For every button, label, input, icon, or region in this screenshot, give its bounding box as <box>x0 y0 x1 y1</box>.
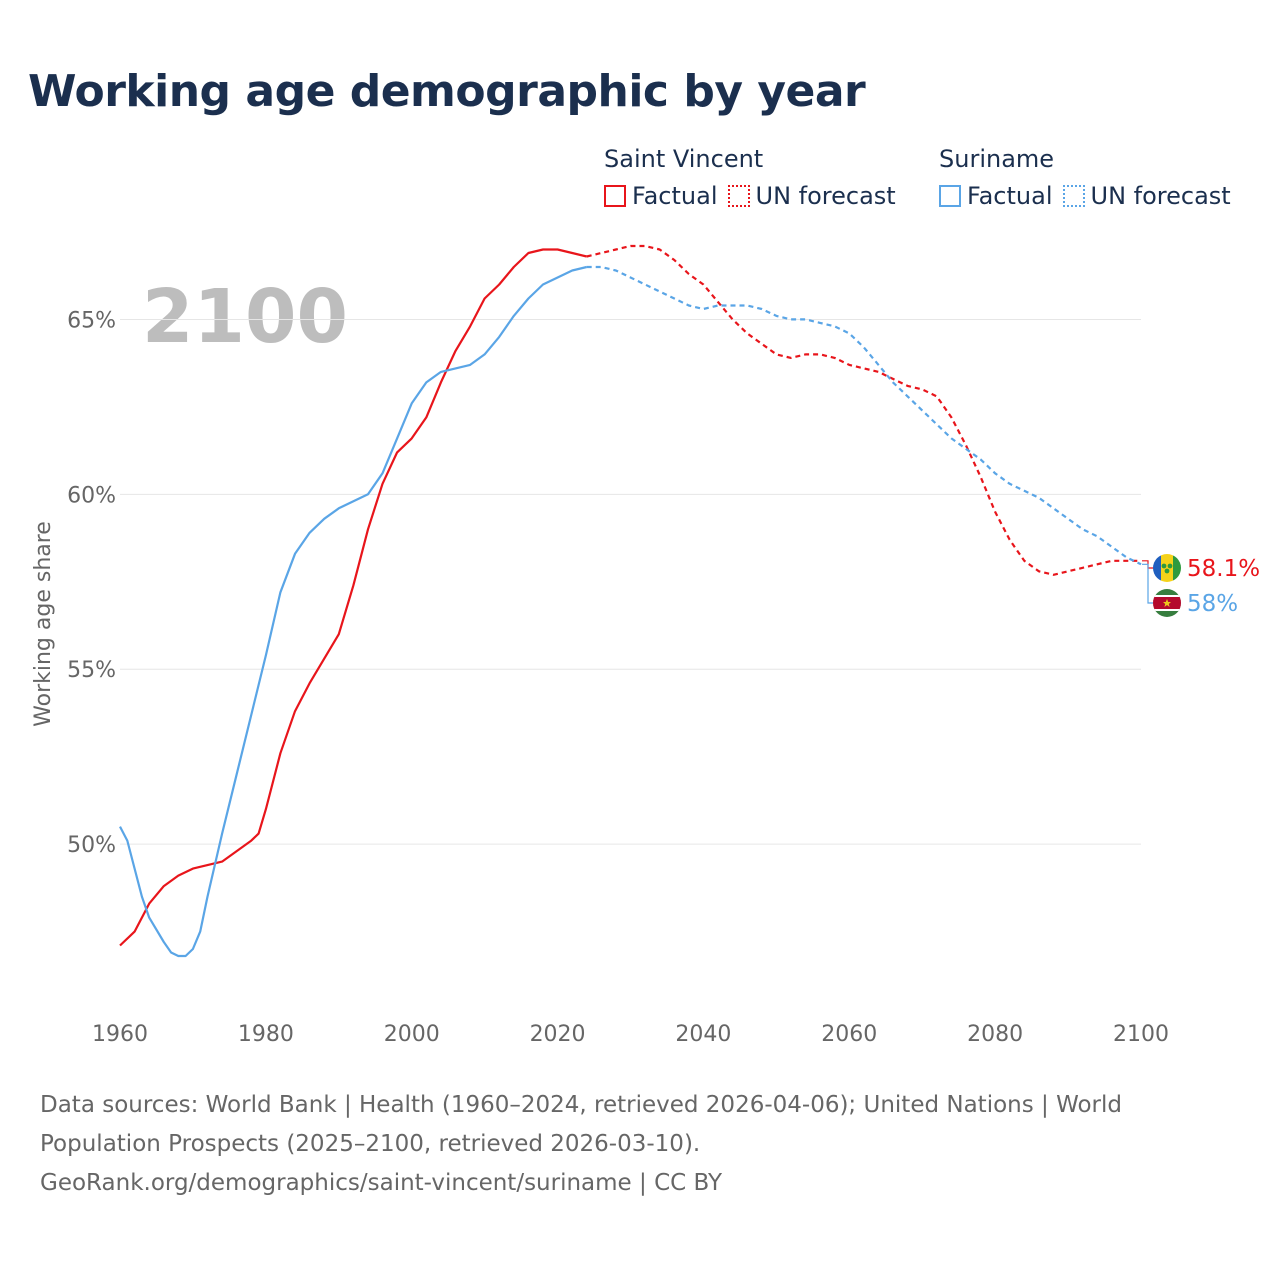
legend-item-suriname-factual[interactable]: Factual <box>939 182 1053 210</box>
line-chart: 2100 50% 55% 60% 65% 1960 1980 2000 2020 2040 2060… <box>31 244 1260 1047</box>
flag-stripe <box>1153 554 1161 582</box>
legend-item-label: Factual <box>632 182 718 210</box>
legend-swatch-dotted <box>727 185 750 207</box>
x-tick-label: 2040 <box>675 1022 731 1047</box>
y-tick-label: 50% <box>67 833 116 858</box>
x-tick-label: 2080 <box>967 1022 1023 1047</box>
flag-star <box>1163 599 1171 607</box>
chart-title: Working age demographic by year <box>28 66 866 117</box>
flag-diamond <box>1161 563 1167 569</box>
flag-diamond <box>1167 563 1173 569</box>
legend-item-label: UN forecast <box>1090 182 1231 210</box>
legend-item-saint-vincent-forecast[interactable]: UN forecast <box>727 182 896 210</box>
series-line-suriname-factual <box>119 265 587 958</box>
year-watermark: 2100 <box>142 274 348 360</box>
data-sources-note: Data sources: World Bank | Health (1960–… <box>40 1092 1122 1157</box>
end-value-label-saint-vincent: 58.1% <box>1187 556 1260 582</box>
x-tick-label: 2020 <box>530 1022 586 1047</box>
x-tick-label: 1980 <box>238 1022 294 1047</box>
legend-group-name: Suriname <box>939 145 1055 173</box>
y-tick-label: 55% <box>67 658 116 683</box>
attribution-note[interactable]: GeoRank.org/demographics/saint-vincent/s… <box>40 1170 723 1196</box>
legend-group-name: Saint Vincent <box>604 145 764 173</box>
legend-item-saint-vincent-factual[interactable]: Factual <box>604 182 718 210</box>
end-value-label-suriname: 58% <box>1187 591 1238 617</box>
x-tick-label: 2100 <box>1113 1022 1169 1047</box>
x-tick-label: 2060 <box>821 1022 877 1047</box>
flag-suriname-icon <box>1153 589 1181 617</box>
end-connector-suriname <box>1142 563 1155 604</box>
flag-stripe <box>1173 554 1181 582</box>
y-tick-label: 60% <box>67 483 116 508</box>
flag-saint-vincent-icon <box>1153 554 1181 582</box>
legend-swatch-dotted <box>1062 185 1085 207</box>
legend-group-saint-vincent: Saint Vincent Factual UN forecast <box>604 142 896 216</box>
flag-diamond <box>1164 568 1170 574</box>
series-line-saint-vincent-factual <box>119 248 587 947</box>
legend-item-label: UN forecast <box>755 182 896 210</box>
y-tick-label: 65% <box>67 308 116 333</box>
legend-item-label: Factual <box>967 182 1053 210</box>
y-axis-label: Working age share <box>31 521 56 727</box>
flag-stripe <box>1161 554 1173 582</box>
legend-swatch-solid <box>939 185 961 207</box>
chart-footer: Data sources: World Bank | Health (1960–… <box>40 1086 1190 1203</box>
x-tick-label: 2000 <box>384 1022 440 1047</box>
legend-swatch-solid <box>604 185 626 207</box>
series-line-suriname-forecast <box>586 265 1142 566</box>
legend-item-suriname-forecast[interactable]: UN forecast <box>1062 182 1231 210</box>
legend-group-suriname: Suriname Factual UN forecast <box>939 142 1231 216</box>
x-tick-label: 1960 <box>92 1022 148 1047</box>
series-line-saint-vincent-forecast <box>586 244 1141 576</box>
